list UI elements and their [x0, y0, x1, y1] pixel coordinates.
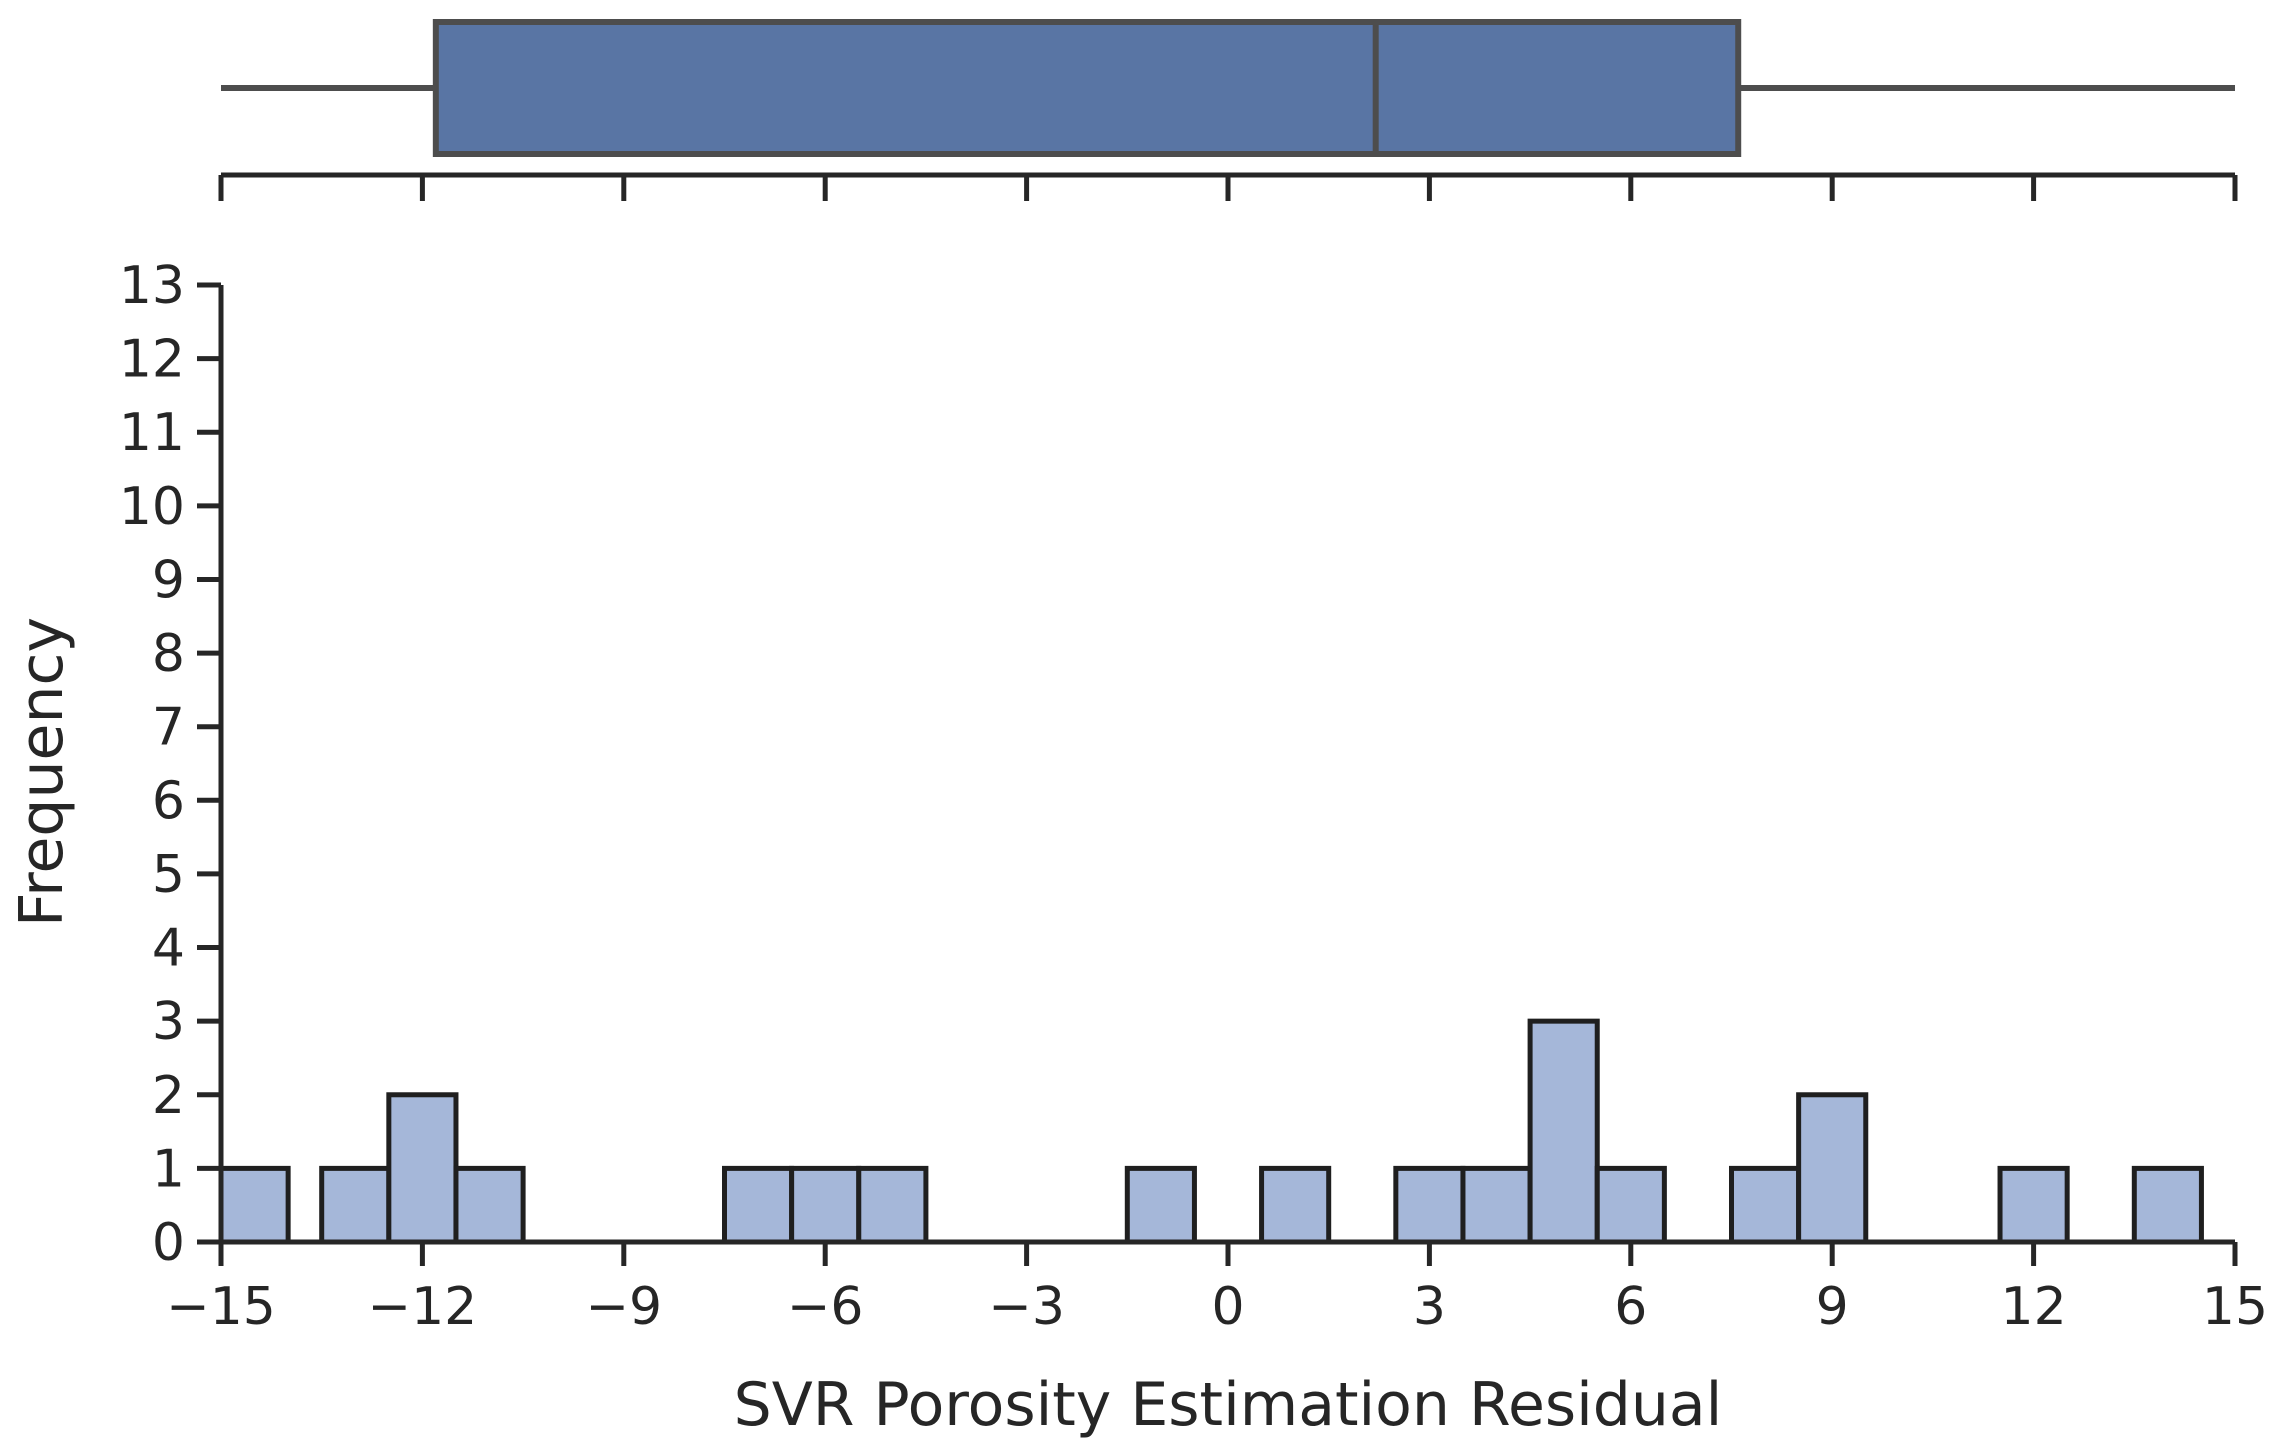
histogram-bar: [2131, 1165, 2204, 1245]
box-iqr: [432, 19, 1742, 157]
histogram-bars: [218, 1018, 2204, 1245]
y-tick-label: 10: [119, 477, 185, 537]
histogram-bar: [218, 1165, 291, 1245]
y-tick-label: 13: [119, 256, 185, 316]
histogram-bar: [453, 1165, 526, 1245]
x-tick-label: −6: [787, 1277, 864, 1337]
y-tick-label: 2: [152, 1066, 185, 1126]
box-plot: [221, 19, 2235, 157]
histogram-bar: [1460, 1165, 1533, 1245]
histogram-bar: [789, 1165, 862, 1245]
histogram-bar: [1393, 1165, 1466, 1245]
x-tick-label: −9: [585, 1277, 662, 1337]
y-tick-label: 0: [152, 1213, 185, 1273]
histogram-bar: [856, 1165, 929, 1245]
y-tick-label: 4: [152, 919, 185, 979]
y-tick-label: 7: [152, 698, 185, 758]
histogram-bar: [1124, 1165, 1197, 1245]
y-tick-label: 1: [152, 1139, 185, 1199]
histogram-bar: [1259, 1165, 1332, 1245]
x-tick-label: 9: [1816, 1277, 1849, 1337]
y-tick-label: 9: [152, 550, 185, 610]
y-tick-label: 12: [119, 330, 185, 390]
x-tick-label: 15: [2202, 1277, 2268, 1337]
y-axis-title: Frequency: [7, 617, 77, 927]
y-tick-label: 11: [119, 403, 185, 463]
y-tick-label: 5: [152, 845, 185, 905]
histogram-bar: [1527, 1018, 1600, 1245]
box-plot-x-axis: [218, 172, 2238, 201]
histogram-bar: [386, 1092, 459, 1245]
x-tick-label: 12: [2001, 1277, 2067, 1337]
x-tick-label: −3: [988, 1277, 1065, 1337]
x-axis-title: SVR Porosity Estimation Residual: [734, 1370, 1723, 1440]
x-tick-label: −15: [166, 1277, 276, 1337]
histogram-bar: [1997, 1165, 2070, 1245]
y-tick-label: 3: [152, 992, 185, 1052]
y-tick-label: 6: [152, 771, 185, 831]
histogram-bar: [1594, 1165, 1667, 1245]
y-tick-label: 8: [152, 624, 185, 684]
histogram-bar: [722, 1165, 795, 1245]
x-tick-label: 0: [1211, 1277, 1244, 1337]
x-tick-label: 3: [1413, 1277, 1446, 1337]
histogram-bar: [319, 1165, 392, 1245]
histogram-bar: [1729, 1165, 1802, 1245]
x-tick-label: −12: [368, 1277, 478, 1337]
histogram-bar: [1796, 1092, 1869, 1245]
x-axis: −15 −12 −9 −6 −3 0 3 6 9 12 15: [166, 1239, 2268, 1337]
x-tick-label: 6: [1614, 1277, 1647, 1337]
